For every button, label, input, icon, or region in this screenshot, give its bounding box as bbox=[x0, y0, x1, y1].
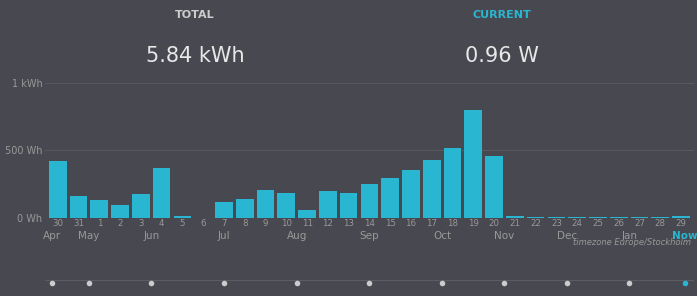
Bar bbox=[423, 160, 441, 218]
Text: TOTAL: TOTAL bbox=[176, 9, 215, 20]
Bar bbox=[298, 210, 316, 218]
Text: Nov: Nov bbox=[494, 231, 514, 241]
Text: 0.96 W: 0.96 W bbox=[465, 46, 539, 66]
Text: Jan: Jan bbox=[621, 231, 637, 241]
Text: Oct: Oct bbox=[433, 231, 451, 241]
Bar bbox=[319, 191, 337, 218]
Bar bbox=[215, 202, 233, 218]
Bar bbox=[568, 217, 586, 218]
Bar bbox=[444, 148, 461, 218]
Text: Aug: Aug bbox=[286, 231, 307, 241]
Bar bbox=[589, 217, 607, 218]
Text: timezone Europe/Stockholm: timezone Europe/Stockholm bbox=[574, 238, 691, 247]
Text: May: May bbox=[78, 231, 100, 241]
Text: 5.84 kWh: 5.84 kWh bbox=[146, 46, 245, 66]
Bar bbox=[340, 193, 358, 218]
Bar bbox=[402, 170, 420, 218]
Bar bbox=[631, 217, 648, 218]
Bar bbox=[527, 217, 544, 218]
Text: Now: Now bbox=[673, 231, 697, 241]
Bar bbox=[153, 168, 171, 218]
Bar bbox=[381, 178, 399, 218]
Bar bbox=[548, 217, 565, 218]
Bar bbox=[360, 184, 378, 218]
Bar bbox=[236, 200, 254, 218]
Bar bbox=[70, 196, 87, 218]
Bar bbox=[132, 194, 150, 218]
Text: Sep: Sep bbox=[360, 231, 379, 241]
Text: Jun: Jun bbox=[143, 231, 160, 241]
Bar bbox=[506, 216, 523, 218]
Text: CURRENT: CURRENT bbox=[473, 9, 531, 20]
Bar bbox=[112, 205, 129, 218]
Bar bbox=[256, 190, 275, 218]
Bar bbox=[49, 161, 67, 218]
Bar bbox=[174, 215, 191, 218]
Bar bbox=[277, 193, 295, 218]
Bar bbox=[464, 110, 482, 218]
Bar bbox=[610, 217, 627, 218]
Text: Jul: Jul bbox=[217, 231, 230, 241]
Bar bbox=[652, 217, 669, 218]
Text: Apr: Apr bbox=[43, 231, 61, 241]
Text: Dec: Dec bbox=[557, 231, 577, 241]
Bar bbox=[485, 156, 503, 218]
Bar bbox=[91, 200, 108, 218]
Bar bbox=[672, 216, 690, 218]
